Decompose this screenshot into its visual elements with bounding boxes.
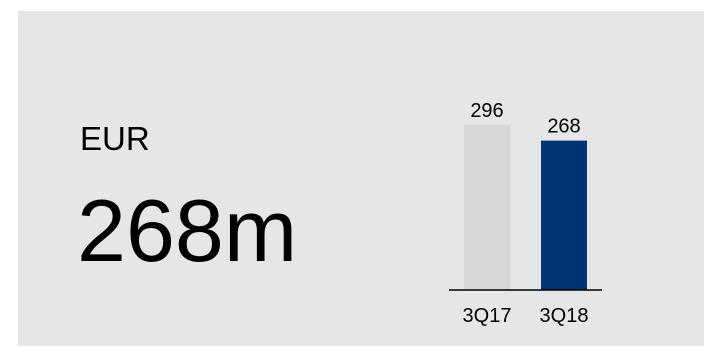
bar-3q17 [464,125,510,290]
category-label-3q18: 3Q18 [540,305,589,327]
data-label-3q17: 296 [470,100,503,122]
category-label-3q17: 3Q17 [463,305,512,327]
data-label-3q18: 268 [547,116,580,138]
headline-value: 268m [77,181,298,280]
currency-label: EUR [80,120,150,157]
bar-3q18 [541,140,587,290]
